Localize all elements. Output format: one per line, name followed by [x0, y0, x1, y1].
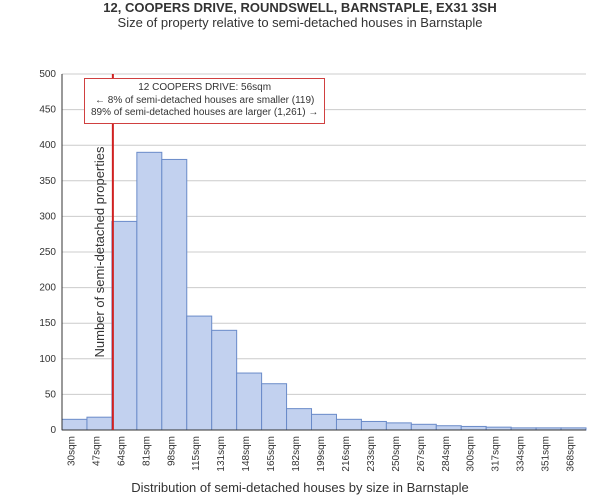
- svg-text:500: 500: [39, 69, 56, 80]
- histogram-bar: [212, 330, 237, 430]
- histogram-bar: [262, 384, 287, 430]
- svg-text:250: 250: [39, 247, 56, 258]
- plot-area: Number of semi-detached properties 0 50 10…: [0, 30, 600, 478]
- svg-text:165sqm: 165sqm: [266, 436, 277, 472]
- svg-text:0: 0: [50, 425, 56, 436]
- svg-text:216sqm: 216sqm: [341, 436, 352, 472]
- svg-text:300sqm: 300sqm: [466, 436, 477, 472]
- histogram-bar: [87, 417, 112, 430]
- y-axis-label: Number of semi-detached properties: [92, 147, 107, 358]
- callout-line-2: ← 8% of semi-detached houses are smaller…: [91, 95, 318, 108]
- histogram-bar: [287, 409, 312, 430]
- svg-text:317sqm: 317sqm: [491, 436, 502, 472]
- histogram-bar: [361, 421, 386, 430]
- svg-text:150: 150: [39, 318, 56, 329]
- x-axis-label: Distribution of semi-detached houses by …: [0, 480, 600, 495]
- svg-text:267sqm: 267sqm: [416, 436, 427, 472]
- histogram-bar: [386, 423, 411, 430]
- svg-text:400: 400: [39, 140, 56, 151]
- histogram-bar: [237, 373, 262, 430]
- histogram-bar: [137, 152, 162, 430]
- histogram-bar: [187, 316, 212, 430]
- svg-text:350: 350: [39, 176, 56, 187]
- histogram-bar: [62, 419, 87, 430]
- title-line-1: 12, COOPERS DRIVE, ROUNDSWELL, BARNSTAPL…: [0, 0, 600, 15]
- svg-text:284sqm: 284sqm: [441, 436, 452, 472]
- svg-text:148sqm: 148sqm: [241, 436, 252, 472]
- callout-line-1: 12 COOPERS DRIVE: 56sqm: [91, 82, 318, 95]
- svg-text:81sqm: 81sqm: [141, 436, 152, 466]
- footer-attribution: Contains HM Land Registry data © Crown c…: [0, 495, 600, 500]
- svg-text:182sqm: 182sqm: [291, 436, 302, 472]
- svg-text:200: 200: [39, 283, 56, 294]
- svg-text:233sqm: 233sqm: [366, 436, 377, 472]
- title-line-2: Size of property relative to semi-detach…: [0, 15, 600, 30]
- svg-text:450: 450: [39, 105, 56, 116]
- svg-text:368sqm: 368sqm: [566, 436, 577, 472]
- histogram-bar: [162, 159, 187, 430]
- histogram-bar: [436, 426, 461, 430]
- svg-text:50: 50: [45, 389, 57, 400]
- svg-text:100: 100: [39, 354, 56, 365]
- svg-text:334sqm: 334sqm: [516, 436, 527, 472]
- histogram-bar: [112, 221, 137, 430]
- svg-text:351sqm: 351sqm: [541, 436, 552, 472]
- histogram-bar: [461, 426, 486, 430]
- svg-text:131sqm: 131sqm: [216, 436, 227, 472]
- chart-titles: 12, COOPERS DRIVE, ROUNDSWELL, BARNSTAPL…: [0, 0, 600, 30]
- svg-text:250sqm: 250sqm: [391, 436, 402, 472]
- svg-text:115sqm: 115sqm: [191, 436, 202, 471]
- reference-callout: 12 COOPERS DRIVE: 56sqm ← 8% of semi-det…: [84, 78, 325, 124]
- histogram-bar: [312, 414, 337, 430]
- callout-line-3: 89% of semi-detached houses are larger (…: [91, 107, 318, 120]
- svg-text:47sqm: 47sqm: [91, 436, 102, 466]
- svg-text:64sqm: 64sqm: [116, 436, 127, 466]
- svg-text:199sqm: 199sqm: [316, 436, 327, 472]
- svg-text:98sqm: 98sqm: [166, 436, 177, 466]
- histogram-bar: [411, 424, 436, 430]
- histogram-bar: [336, 419, 361, 430]
- svg-text:30sqm: 30sqm: [66, 436, 77, 466]
- svg-text:300: 300: [39, 211, 56, 222]
